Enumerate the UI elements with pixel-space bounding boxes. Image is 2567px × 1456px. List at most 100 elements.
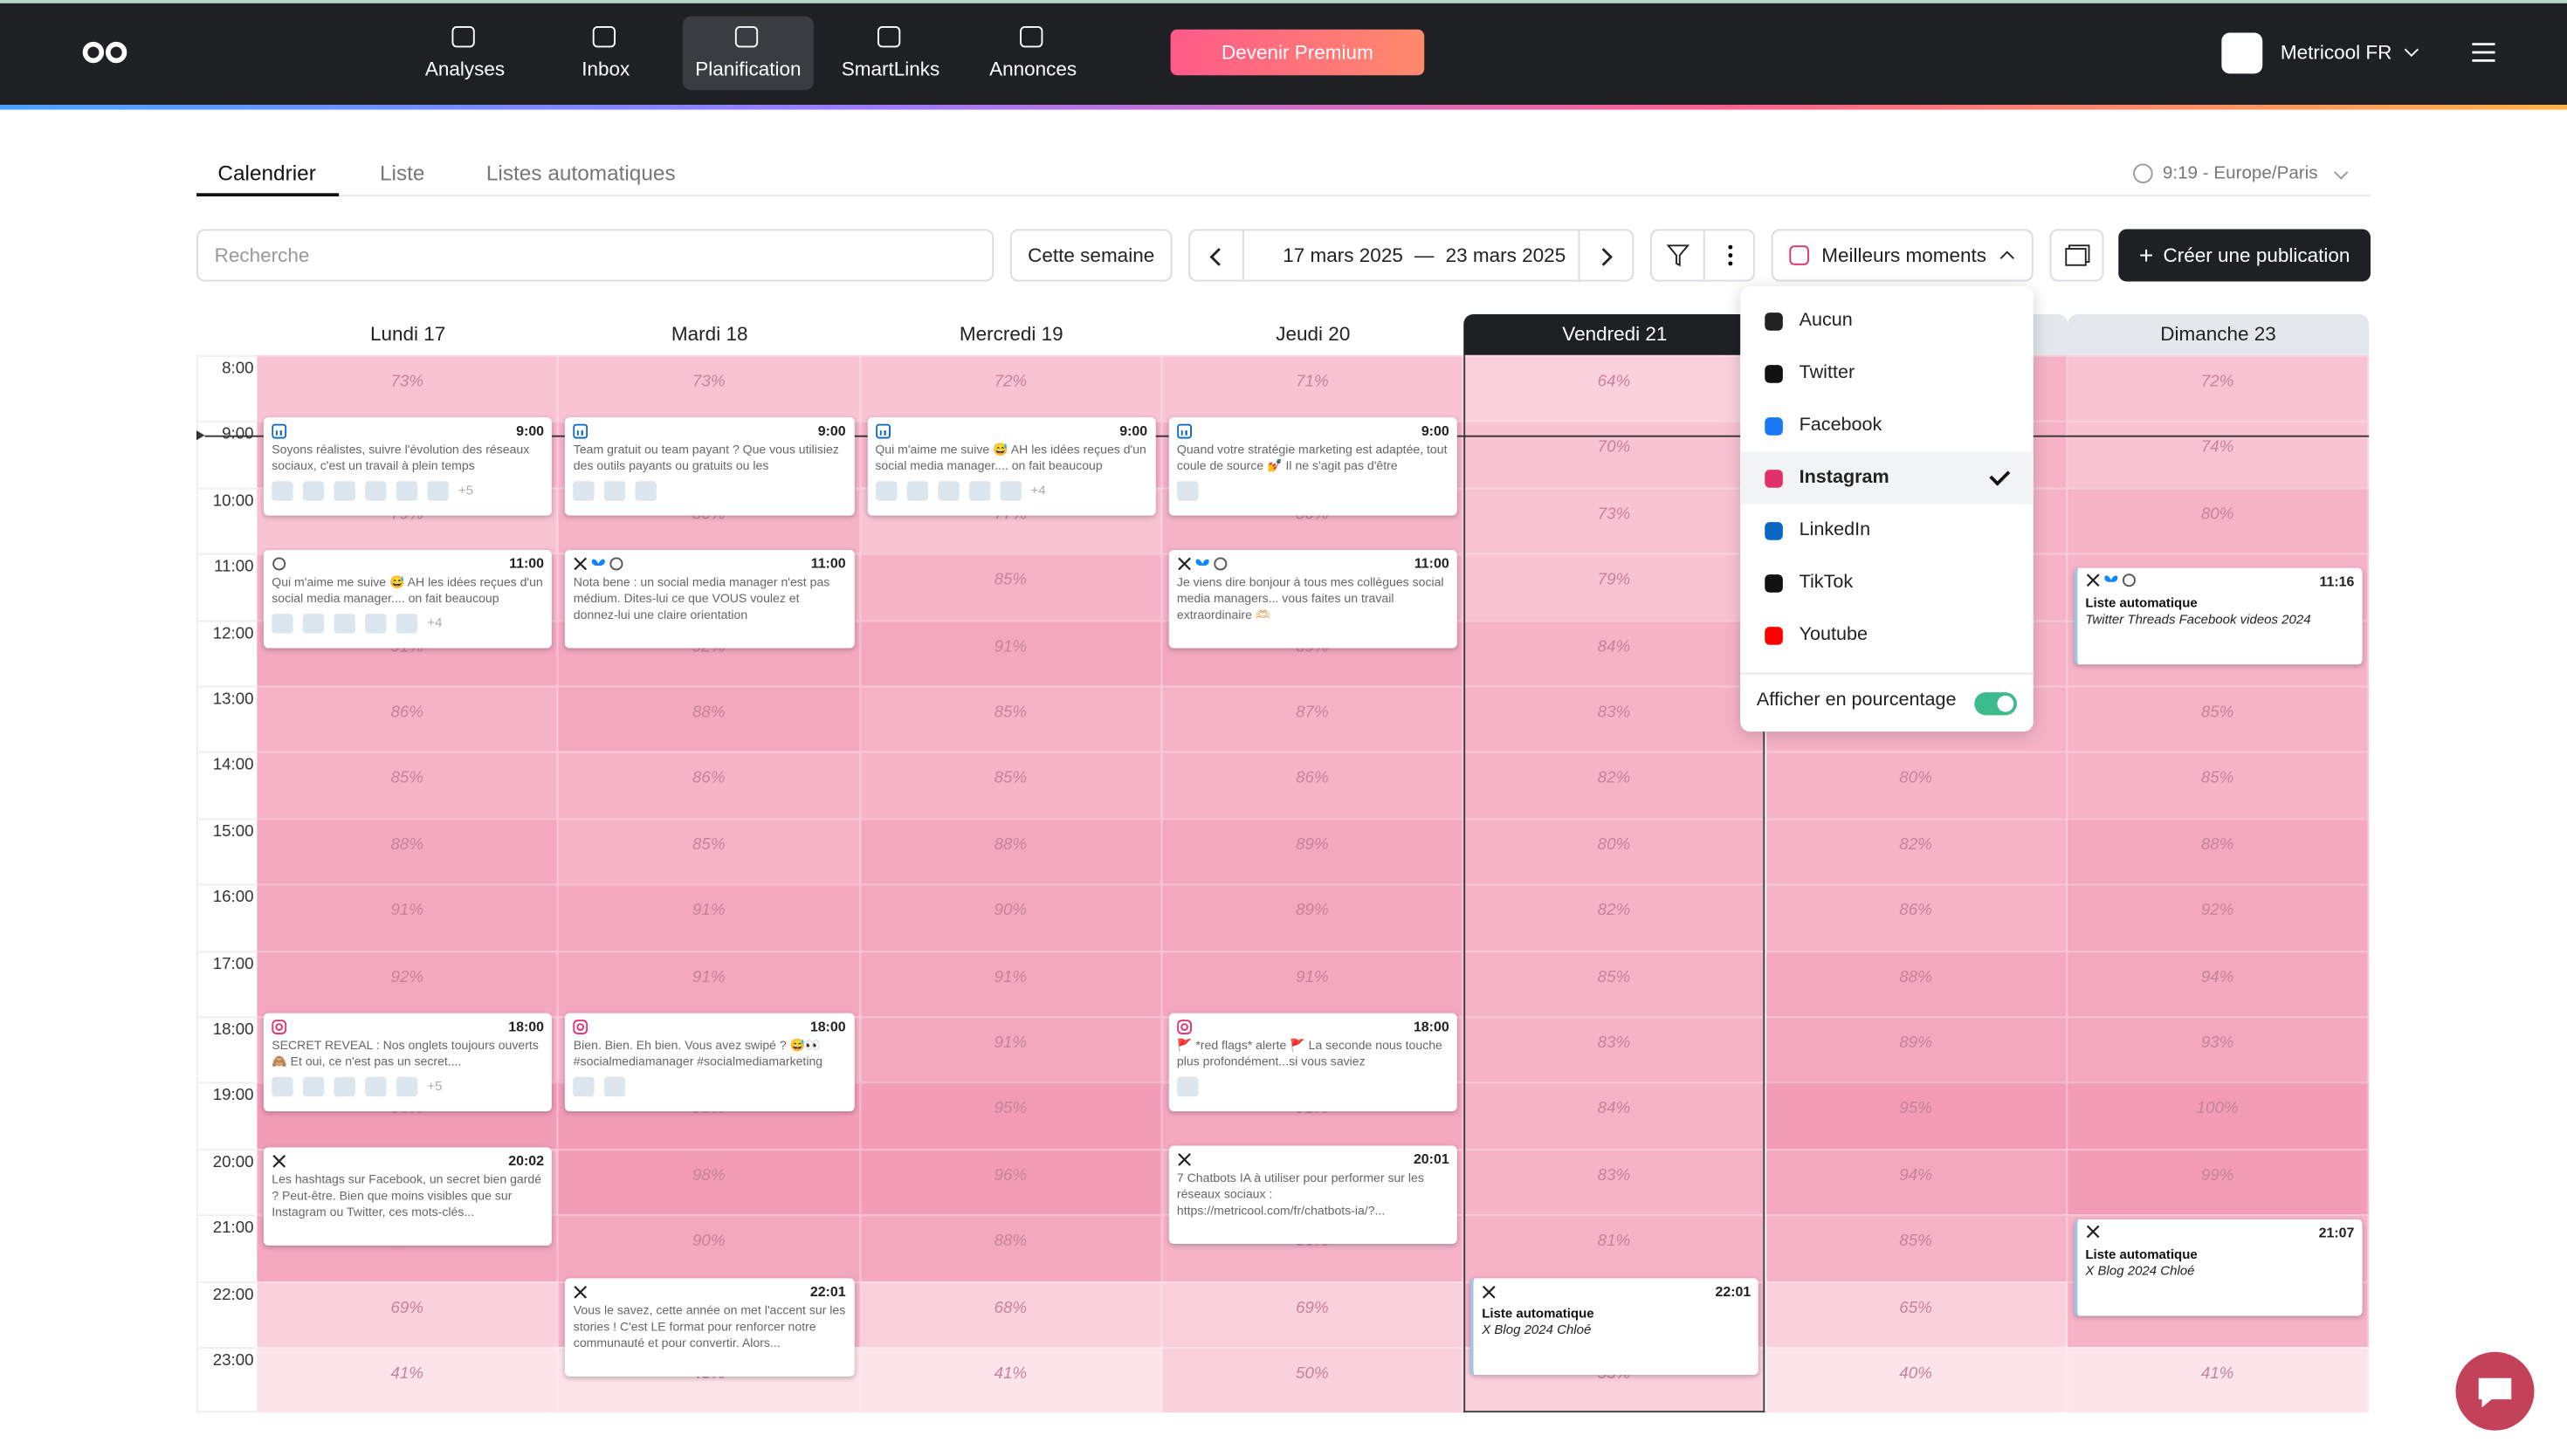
slot[interactable]: 94% (1765, 1148, 2068, 1215)
slot[interactable]: 85% (1765, 1214, 2068, 1281)
post-card[interactable]: 11:00 Nota bene : un social media manager… (565, 550, 854, 649)
dropdown-item[interactable]: Twitter (1740, 347, 2034, 400)
slot[interactable]: 83% (1463, 1148, 1766, 1215)
nav-item[interactable]: Annonces (967, 20, 1098, 86)
slot[interactable]: 84% (1463, 619, 1766, 686)
slot[interactable]: 95% (860, 1082, 1163, 1149)
nav-item[interactable]: Planification (683, 20, 814, 86)
post-card[interactable]: 9:00 Quand votre stratégie marketing est … (1168, 417, 1458, 517)
slot[interactable]: 89% (1162, 883, 1464, 951)
slot[interactable]: 79% (1463, 553, 1766, 620)
slot[interactable]: 69% (257, 1281, 559, 1348)
gallery-button[interactable] (2049, 229, 2104, 282)
dropdown-item[interactable]: Aucun (1740, 295, 2034, 347)
search-input[interactable]: Recherche (196, 229, 994, 282)
slot[interactable]: 41% (257, 1347, 559, 1413)
slot[interactable]: 86% (558, 752, 861, 819)
slot[interactable]: 90% (558, 1214, 861, 1281)
tab[interactable]: Listes automatiques (485, 160, 676, 185)
slot[interactable]: 50% (1162, 1347, 1464, 1413)
slot[interactable]: 88% (2067, 818, 2370, 884)
tab[interactable]: Liste (380, 160, 425, 185)
post-card[interactable]: 18:00 SECRET REVEAL : Nos onglets toujour… (263, 1013, 553, 1112)
slot[interactable]: 74% (2067, 421, 2370, 488)
this-week-button[interactable]: Cette semaine (1009, 229, 1173, 282)
slot[interactable]: 80% (1463, 818, 1766, 884)
slot[interactable]: 73% (1463, 487, 1766, 554)
slot[interactable]: 91% (860, 1016, 1163, 1083)
slot[interactable]: 73% (558, 354, 861, 422)
slot[interactable]: 71% (1162, 354, 1464, 422)
dropdown-item[interactable]: Instagram (1740, 451, 2034, 505)
post-card[interactable]: 18:00 Bien. Bien. Eh bien. Vous avez swip… (565, 1013, 854, 1112)
post-card[interactable]: 21:07 Liste automatique X Blog 2024 Chloé (2074, 1219, 2363, 1316)
slot[interactable]: 86% (1162, 752, 1464, 819)
post-card[interactable]: 20:01 7 Chatbots IA à utiliser pour perfo… (1168, 1146, 1458, 1245)
dropdown-item[interactable]: Facebook (1740, 400, 2034, 452)
slot[interactable]: 92% (2067, 883, 2370, 951)
slot[interactable]: 91% (1162, 950, 1464, 1017)
nav-item[interactable]: SmartLinks (825, 20, 956, 86)
slot[interactable]: 92% (257, 950, 559, 1017)
timezone[interactable]: 9:19 - Europe/Paris (2162, 163, 2318, 184)
slot[interactable]: 88% (860, 818, 1163, 884)
slot[interactable]: 94% (2067, 950, 2370, 1017)
post-card[interactable]: 9:00 Team gratuit ou team payant ? Que vo… (565, 417, 854, 517)
tab[interactable]: Calendrier (217, 160, 316, 185)
slot[interactable]: 80% (2067, 487, 2370, 554)
slot[interactable]: 91% (558, 883, 861, 951)
slot[interactable]: 88% (257, 818, 559, 884)
slot[interactable]: 82% (1765, 818, 2068, 884)
menu-icon[interactable] (2472, 43, 2495, 63)
slot[interactable]: 80% (1765, 752, 2068, 819)
percent-toggle[interactable] (1974, 692, 2017, 716)
filter-group[interactable] (1650, 229, 1755, 282)
nav-item[interactable]: Inbox (540, 20, 671, 86)
post-card[interactable]: 11:00 Qui m'aime me suive 😅 AH les idées … (263, 550, 553, 649)
slot[interactable]: 98% (558, 1148, 861, 1215)
slot[interactable]: 91% (860, 950, 1163, 1017)
slot[interactable]: 84% (1463, 1082, 1766, 1149)
dropdown-item[interactable]: Youtube (1740, 609, 2034, 662)
slot[interactable]: 85% (558, 818, 861, 884)
slot[interactable]: 40% (1765, 1347, 2068, 1413)
post-card[interactable]: 22:01 Liste automatique X Blog 2024 Chloé (1470, 1278, 1759, 1376)
slot[interactable]: 89% (1162, 818, 1464, 884)
dropdown-item[interactable]: TikTok (1740, 557, 2034, 609)
slot[interactable]: 85% (860, 685, 1163, 752)
post-card[interactable]: 9:00 Qui m'aime me suive 😅 AH les idées r… (866, 417, 1156, 517)
next[interactable] (1598, 247, 1614, 267)
slot[interactable]: 85% (257, 752, 559, 819)
slot[interactable]: 68% (860, 1281, 1163, 1348)
post-card[interactable]: 11:16 Liste automatique Twitter Threads Fa… (2074, 567, 2363, 665)
slot[interactable]: 91% (257, 883, 559, 951)
prev[interactable] (1208, 247, 1225, 267)
slot[interactable]: 70% (1463, 421, 1766, 488)
create-button[interactable]: + Créer une publication (2118, 229, 2371, 282)
slot[interactable]: 69% (1162, 1281, 1464, 1348)
account-name[interactable]: Metricool FR (2280, 40, 2392, 65)
slot[interactable]: 81% (1463, 1214, 1766, 1281)
slot[interactable]: 85% (860, 752, 1163, 819)
nav-item[interactable]: Analyses (400, 20, 531, 86)
slot[interactable]: 72% (2067, 354, 2370, 422)
slot[interactable]: 72% (860, 354, 1163, 422)
premium-button[interactable]: Devenir Premium (1170, 29, 1425, 76)
slot[interactable]: 41% (860, 1347, 1163, 1413)
slot[interactable]: 91% (860, 619, 1163, 686)
post-card[interactable]: 9:00 Soyons réalistes, suivre l'évolution… (263, 417, 553, 517)
slot[interactable]: 99% (2067, 1148, 2370, 1215)
slot[interactable]: 65% (1765, 1281, 2068, 1348)
slot[interactable]: 88% (1765, 950, 2068, 1017)
slot[interactable]: 95% (1765, 1082, 2068, 1149)
slot[interactable]: 100% (2067, 1082, 2370, 1149)
slot[interactable]: 93% (2067, 1016, 2370, 1083)
chat-button[interactable] (2455, 1351, 2535, 1431)
slot[interactable]: 41% (2067, 1347, 2370, 1413)
slot[interactable]: 73% (257, 354, 559, 422)
slot[interactable]: 89% (1765, 1016, 2068, 1083)
slot[interactable]: 96% (860, 1148, 1163, 1215)
slot[interactable]: 83% (1463, 685, 1766, 752)
date-range[interactable]: 17 mars 2025 — 23 mars 2025 (1188, 229, 1634, 282)
post-card[interactable]: 22:01 Vous le savez, cette année on met l… (565, 1278, 854, 1377)
